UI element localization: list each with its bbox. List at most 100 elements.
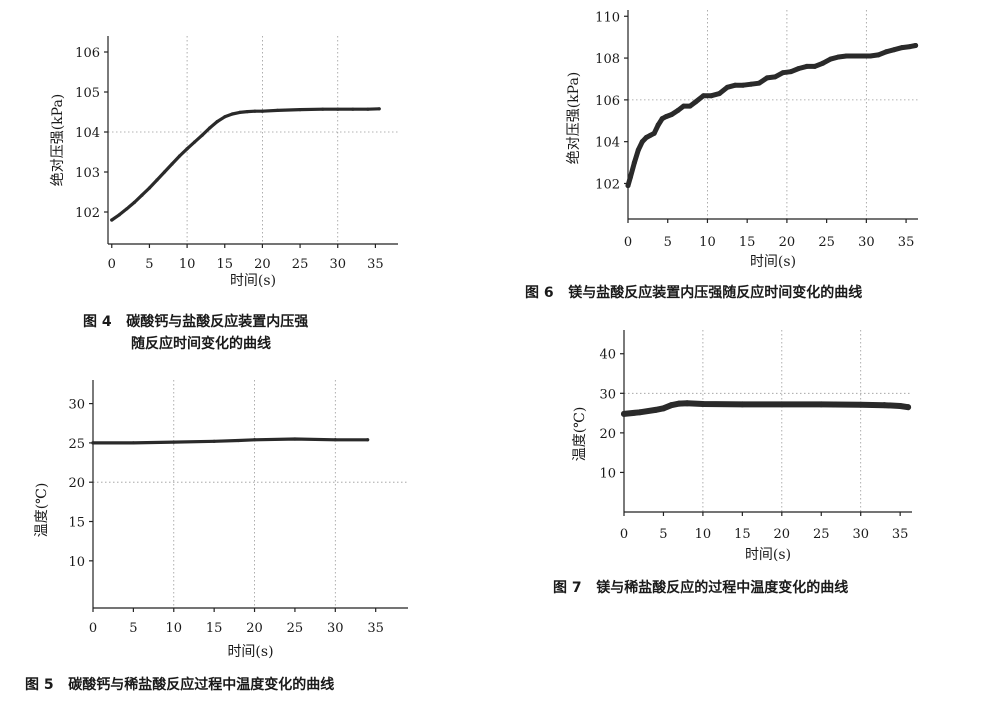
caption-fig7-label: 图 7 <box>553 580 582 596</box>
data-point <box>253 109 257 113</box>
x-tick-label: 0 <box>624 235 632 250</box>
data-point <box>321 107 325 111</box>
caption-fig4-line2: 随反应时间变化的曲线 <box>131 336 271 352</box>
data-point <box>366 438 370 442</box>
data-point <box>132 200 136 204</box>
x-tick-label: 30 <box>329 257 346 272</box>
data-point <box>818 401 825 408</box>
x-tick-label: 10 <box>699 235 716 250</box>
x-axis-title: 时间(s) <box>745 547 791 563</box>
data-point <box>732 82 738 88</box>
data-point <box>336 107 340 111</box>
data-point <box>252 438 257 442</box>
data-point <box>663 114 669 120</box>
data-point <box>651 130 657 136</box>
data-point <box>708 93 714 99</box>
series-line <box>110 107 381 222</box>
data-point <box>684 400 691 407</box>
data-point <box>851 53 857 59</box>
data-point <box>155 178 159 182</box>
data-point <box>681 103 687 109</box>
data-point <box>245 110 249 114</box>
caption-fig6-label: 图 6 <box>525 285 554 301</box>
x-tick-label: 5 <box>664 235 672 250</box>
y-tick-label: 20 <box>599 427 616 442</box>
data-point <box>724 84 730 90</box>
data-point <box>820 60 826 66</box>
caption-fig7: 图 7 镁与稀盐酸反应的过程中温度变化的曲线 <box>553 577 848 599</box>
data-point <box>140 193 144 197</box>
x-tick-label: 35 <box>892 527 909 542</box>
caption-fig6-line1: 镁与盐酸反应装置内压强随反应时间变化的曲线 <box>568 285 863 301</box>
data-point <box>117 213 121 217</box>
y-tick-label: 10 <box>599 466 616 481</box>
x-tick-label: 35 <box>367 621 384 636</box>
data-point <box>828 56 834 62</box>
x-tick-label: 20 <box>246 621 263 636</box>
chart-fig5: 0 5 10 15 20 25 30 35 10 15 20 25 30 时间(s) 温度(℃) <box>34 380 408 660</box>
data-point <box>693 99 699 105</box>
data-point <box>756 80 762 86</box>
data-point <box>621 410 627 417</box>
data-point <box>625 183 631 189</box>
data-point <box>905 404 912 411</box>
x-tick-label: 15 <box>734 527 751 542</box>
y-tick-label: 103 <box>75 166 100 181</box>
x-axis-title: 时间(s) <box>750 254 796 270</box>
data-point <box>110 218 114 222</box>
y-tick-label: 102 <box>595 177 620 192</box>
data-point <box>857 401 864 408</box>
data-point <box>230 112 234 116</box>
data-point <box>843 53 849 59</box>
data-point <box>170 162 174 166</box>
y-tick-label: 104 <box>595 136 620 151</box>
data-point <box>193 140 197 144</box>
x-tick-label: 20 <box>254 257 271 272</box>
data-point <box>212 439 216 443</box>
x-tick-label: 5 <box>145 257 153 272</box>
x-axis-title: 时间(s) <box>230 273 276 289</box>
data-point <box>236 438 240 443</box>
data-point <box>293 437 297 441</box>
data-point <box>739 401 746 408</box>
x-tick-label: 30 <box>852 527 869 542</box>
chart-fig4: 0 5 10 15 20 25 30 35 102 103 104 105 106 时间(s) 绝对压强(k… <box>50 36 398 289</box>
data-point <box>162 170 167 174</box>
caption-fig4: 图 4 碳酸钙与盐酸反应装置内压强 随反应时间变化的曲线 <box>83 311 308 355</box>
data-point <box>772 74 778 80</box>
data-point <box>275 108 280 112</box>
data-point <box>699 400 706 407</box>
x-tick-label: 25 <box>287 621 304 636</box>
data-point <box>659 116 665 122</box>
data-point <box>627 174 633 180</box>
x-tick-label: 10 <box>695 527 712 542</box>
x-tick-label: 25 <box>292 257 309 272</box>
data-point <box>208 126 212 130</box>
x-tick-label: 5 <box>129 621 137 636</box>
x-tick-label: 0 <box>108 257 116 272</box>
y-tick-label: 105 <box>75 86 100 101</box>
data-point <box>796 66 802 72</box>
caption-fig4-line1: 碳酸钙与盐酸反应装置内压强 <box>126 314 309 330</box>
data-point <box>351 107 355 111</box>
data-point <box>185 147 189 151</box>
y-tick-label: 110 <box>595 10 620 25</box>
data-point <box>804 63 810 69</box>
series-line <box>621 400 912 417</box>
data-point <box>788 69 794 75</box>
caption-fig4-label: 图 4 <box>83 314 112 330</box>
data-point <box>647 132 653 138</box>
y-tick-label: 102 <box>75 206 100 221</box>
caption-fig7-line1: 镁与稀盐酸反应的过程中温度变化的曲线 <box>596 580 849 596</box>
data-point <box>812 63 818 69</box>
x-tick-label: 15 <box>739 235 756 250</box>
data-point <box>669 112 675 117</box>
x-tick-label: 20 <box>774 527 791 542</box>
x-tick-label: 30 <box>858 235 875 250</box>
data-point <box>652 406 659 413</box>
data-point <box>366 107 370 111</box>
data-point <box>91 441 95 445</box>
y-tick-label: 10 <box>68 555 85 570</box>
data-point <box>377 107 381 111</box>
caption-fig5-line1: 碳酸钙与稀盐酸反应过程中温度变化的曲线 <box>68 677 335 693</box>
